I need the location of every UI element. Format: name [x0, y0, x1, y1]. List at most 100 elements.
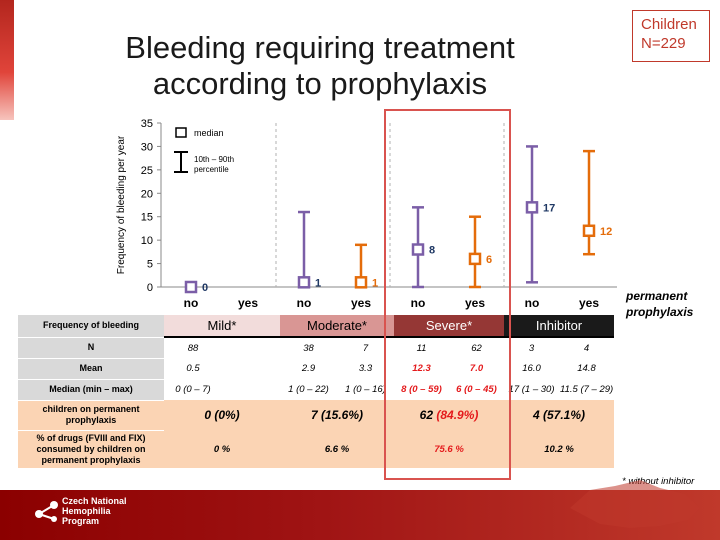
table-row-drugs: % of drugs (FVIII and FIX) consumed by c…: [18, 430, 615, 469]
table-row-children: children on permanent prophylaxis 0 (0%)…: [18, 400, 615, 431]
program-name-line-1: Czech National: [62, 496, 127, 506]
table-cell: 12.3: [412, 363, 431, 374]
median-value-label: 1: [315, 277, 321, 289]
row-label-n: N: [18, 337, 164, 359]
title-line-1: Bleeding requiring treatment: [125, 30, 515, 65]
hemophilia-program-logo: [35, 501, 58, 522]
table-cell: 0 (0%): [164, 400, 280, 430]
group-inhibitor: Inhibitor: [504, 315, 615, 338]
y-tick-label: 0: [147, 282, 153, 294]
table-cell: 0 (0 – 7): [175, 384, 211, 395]
x-category-label: no: [525, 296, 540, 310]
median-marker: [184, 280, 198, 294]
table-cell: 62 (84.9%): [394, 400, 505, 430]
slide-title: Bleeding requiring treatment according t…: [60, 30, 580, 102]
permanent-label-line-1: permanent: [626, 289, 688, 303]
y-tick-label: 10: [141, 235, 153, 247]
table-cell: 7: [362, 342, 369, 354]
table-cell: 1 (0 – 16): [345, 384, 386, 395]
y-axis-title: Frequency of bleeding per year: [116, 135, 127, 274]
x-category-label: yes: [579, 296, 599, 310]
header-label: Frequency of bleeding: [18, 315, 164, 338]
badge-line-1: Children: [641, 16, 697, 33]
y-tick-label: 35: [141, 118, 153, 130]
table-cell: 2.9: [301, 363, 316, 374]
median-marker: [411, 243, 425, 256]
row-label-median: Median (min – max): [18, 379, 164, 401]
table-cell: [222, 358, 280, 379]
table-cell: 1 (0 – 22): [288, 384, 329, 395]
children-severe-count: 62: [419, 408, 433, 422]
left-accent-bar: [0, 0, 14, 120]
table-cell: 11: [416, 342, 427, 354]
table-cell: 3.3: [358, 363, 373, 374]
legend-median-marker: [175, 127, 187, 138]
median-marker: [468, 252, 482, 266]
table-cell: 75.6 %: [394, 430, 505, 468]
y-tick-label: 15: [141, 212, 153, 224]
permanent-label-line-2: prophylaxis: [626, 305, 694, 319]
x-category-label: no: [297, 296, 312, 310]
group-mild: Mild*: [164, 315, 280, 338]
x-category-label: yes: [238, 296, 258, 310]
badge-line-2: N=229: [641, 35, 686, 52]
table-header-row: Frequency of bleeding Mild* Moderate* Se…: [18, 315, 615, 338]
x-category-label: yes: [465, 296, 485, 310]
table-cell: 4: [583, 342, 590, 354]
median-value-label: 17: [543, 202, 555, 214]
median-marker: [297, 276, 311, 289]
table-cell: 62: [471, 342, 482, 354]
median-marker: [354, 276, 368, 289]
y-tick-label: 5: [147, 259, 153, 271]
table-cell: 6 (0 – 45): [456, 384, 497, 395]
median-value-label: 1: [372, 277, 378, 289]
group-moderate: Moderate*: [280, 315, 395, 338]
row-label-children: children on permanent prophylaxis: [18, 400, 164, 431]
x-category-label: no: [411, 296, 426, 310]
median-value-label: 8: [429, 245, 435, 257]
program-name-line-2: Hemophilia: [62, 506, 111, 516]
table-cell: 8 (0 – 59): [401, 384, 442, 395]
program-name-line-3: Program: [62, 516, 100, 526]
y-tick-label: 20: [141, 188, 153, 200]
row-label-drugs: % of drugs (FVIII and FIX) consumed by c…: [18, 430, 164, 469]
table-cell: 10.2 %: [504, 430, 615, 468]
legend-range-label-1: 10th – 90th: [194, 155, 234, 164]
table-row-n: N 88 38 7 11 62 3 4: [18, 337, 614, 359]
x-category-label: no: [184, 296, 199, 310]
legend-range-label-2: percentile: [194, 165, 229, 174]
title-line-2: according to prophylaxis: [152, 66, 488, 101]
table-cell: 3: [528, 342, 535, 354]
median-value-label: 12: [600, 226, 612, 238]
median-marker: [582, 224, 596, 238]
y-tick-label: 30: [141, 141, 153, 153]
table-row-median: Median (min – max) 0 (0 – 7) 1 (0 – 22) …: [18, 379, 614, 401]
table-cell: 88: [187, 342, 199, 354]
children-severe-pct: (84.9%): [436, 408, 479, 422]
table-cell: 6.6 %: [280, 430, 395, 468]
median-marker: [525, 201, 539, 214]
group-severe: Severe*: [394, 315, 505, 338]
table-cell: 0 %: [164, 430, 280, 468]
program-name: Czech National Hemophilia Program: [62, 496, 127, 526]
row-label-mean: Mean: [18, 358, 164, 380]
x-category-label: yes: [351, 296, 371, 310]
frequency-table: Frequency of bleeding Mild* Moderate* Se…: [18, 315, 615, 469]
legend-median-label: median: [194, 128, 224, 138]
table-cell: 0.5: [186, 363, 200, 374]
y-tick-label: 25: [141, 165, 153, 177]
table-cell: [222, 337, 280, 358]
permanent-prophylaxis-label: permanent prophylaxis: [626, 288, 693, 320]
footnote: * without inhibitor: [622, 476, 695, 487]
czech-map-decoration: [570, 480, 700, 528]
median-value-label: 0: [202, 282, 208, 294]
table-cell: 4 (57.1%): [504, 400, 615, 430]
table-cell: [222, 379, 280, 400]
table-cell: 7 (15.6%): [280, 400, 395, 430]
table-row-mean: Mean 0.5 2.9 3.3 12.3 7.0 16.0 14.8: [18, 358, 614, 380]
table-cell: 11.5 (7 – 29): [560, 384, 614, 395]
median-value-label: 6: [486, 254, 492, 266]
table-cell: 16.0: [522, 363, 541, 374]
table-cell: 14.8: [577, 363, 596, 374]
